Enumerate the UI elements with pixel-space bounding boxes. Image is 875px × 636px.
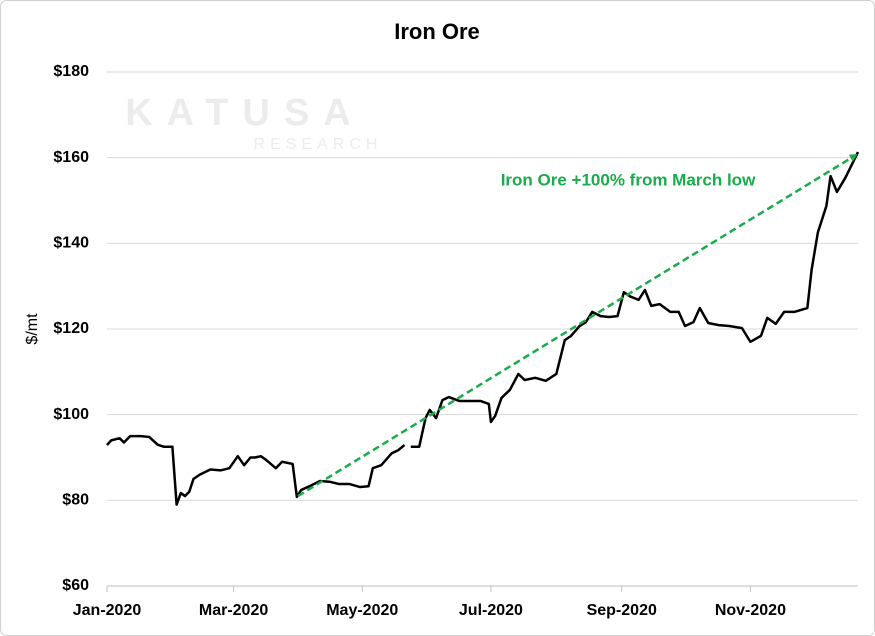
y-tick-label: $180 <box>53 63 89 80</box>
y-tick-label: $140 <box>53 235 89 252</box>
y-tick-label: $100 <box>53 406 89 423</box>
x-tick-label: Jan-2020 <box>73 602 142 619</box>
y-axis-label: $/mt <box>24 313 41 345</box>
x-tick-label: May-2020 <box>326 602 398 619</box>
x-tick-label: Sep-2020 <box>587 602 657 619</box>
price-line <box>106 151 860 506</box>
watermark: KATUSA <box>125 92 365 134</box>
x-tick-label: Nov-2020 <box>715 602 786 619</box>
x-tick-label: Jul-2020 <box>459 602 523 619</box>
watermark: RESEARCH <box>254 136 383 153</box>
annotation-text: Iron Ore +100% from March low <box>501 170 756 189</box>
trend-arrow <box>297 154 858 498</box>
y-tick-label: $80 <box>62 492 89 509</box>
chart-title: Iron Ore <box>394 19 480 44</box>
y-tick-label: $60 <box>62 577 89 594</box>
y-tick-label: $160 <box>53 149 89 166</box>
x-tick-label: Mar-2020 <box>199 602 268 619</box>
y-tick-label: $120 <box>53 320 89 337</box>
